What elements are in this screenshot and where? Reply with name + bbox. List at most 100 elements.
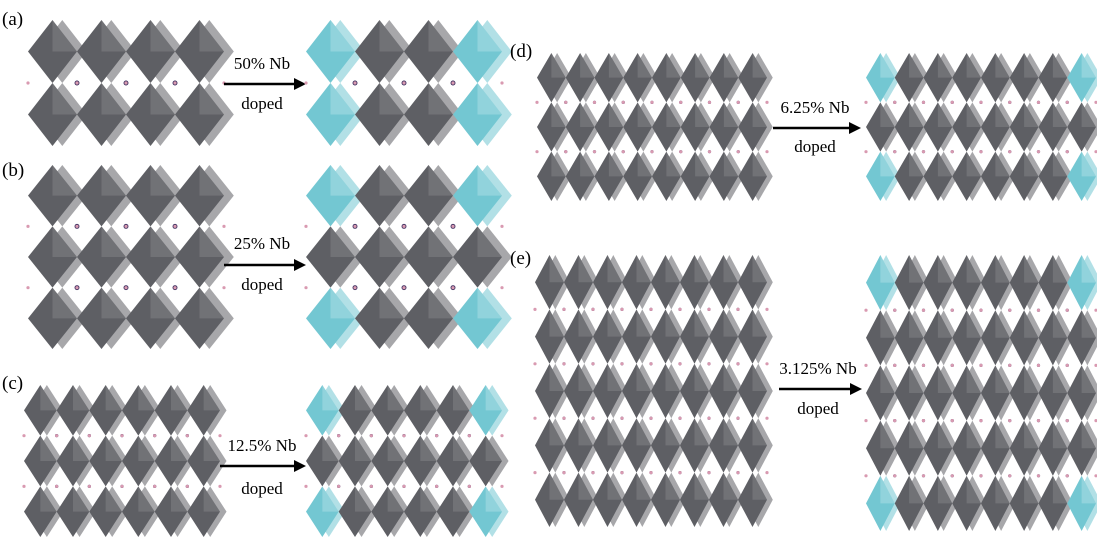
octahedron	[593, 418, 622, 473]
panel-c: (c) 12.5% Nb doped	[2, 373, 509, 537]
oxygen-site	[765, 362, 769, 366]
oxygen-site	[1065, 100, 1069, 104]
octahedron	[622, 255, 651, 310]
octahedron	[187, 435, 220, 487]
oxygen-site	[535, 100, 539, 104]
octahedron-facet	[1052, 310, 1068, 338]
octahedron	[709, 102, 739, 152]
octahedron	[923, 475, 953, 531]
doped-octahedron	[453, 20, 502, 83]
octahedron-facet	[355, 385, 372, 411]
octahedron-facet	[322, 486, 339, 512]
octahedron-facet	[322, 385, 339, 411]
octahedron	[564, 472, 593, 527]
panel-e-reaction-arrow	[779, 383, 862, 395]
octahedron-facet	[330, 287, 355, 319]
octahedron-facet	[1052, 255, 1068, 283]
octahedron-facet	[1081, 475, 1096, 504]
octahedron-facet	[937, 475, 953, 504]
oxygen-site	[75, 224, 79, 228]
octahedron-facet	[666, 53, 681, 78]
octahedron-facet	[387, 385, 404, 411]
octahedron	[651, 472, 680, 527]
panel-e: (e) 3.125% Nb doped	[510, 248, 1097, 531]
octahedron-facet	[379, 287, 404, 319]
oxygen-site	[304, 484, 308, 488]
oxygen-site	[736, 362, 740, 366]
octahedron	[738, 255, 767, 310]
octahedron	[709, 255, 738, 310]
octahedron	[1009, 255, 1039, 311]
oxygen-site	[353, 224, 357, 228]
octahedron-facet	[150, 287, 175, 319]
octahedron-facet	[551, 151, 566, 177]
oxygen-site	[1036, 474, 1041, 478]
panel-c-label: (c)	[2, 373, 23, 394]
panel-a-reaction-arrow	[224, 78, 306, 90]
octahedron-facet	[420, 435, 437, 461]
octahedron-facet	[549, 418, 564, 446]
octahedron	[1009, 310, 1039, 366]
octahedron	[89, 385, 122, 436]
oxygen-site	[620, 416, 624, 420]
octahedron-facet	[551, 102, 566, 127]
panel-d-label: (d)	[510, 41, 532, 62]
octahedron	[923, 365, 953, 421]
octahedron-facet	[1024, 255, 1039, 283]
oxygen-site	[467, 484, 471, 488]
octahedron	[1038, 475, 1068, 531]
octahedron-facet	[966, 310, 981, 338]
oxygen-site	[864, 100, 868, 104]
doped-octahedron	[306, 83, 355, 146]
oxygen-site	[979, 308, 983, 312]
octahedron	[1009, 420, 1039, 476]
oxygen-site	[75, 81, 79, 85]
oxygen-site	[500, 484, 504, 488]
panel-e-doped-structure	[864, 255, 1097, 531]
octahedron-facet	[723, 418, 738, 446]
octahedron-facet	[995, 102, 1010, 127]
octahedron-facet	[477, 20, 502, 52]
octahedron	[154, 385, 188, 436]
oxygen-site	[649, 307, 653, 311]
octahedron-facet	[379, 165, 404, 196]
octahedron-facet	[199, 20, 224, 52]
oxygen-site	[921, 474, 926, 478]
octahedron-facet	[694, 472, 709, 500]
octahedron	[622, 472, 651, 527]
octahedron-facet	[1081, 151, 1096, 177]
octahedron	[537, 53, 566, 103]
octahedron	[651, 418, 680, 473]
octahedron-facet	[203, 385, 220, 411]
octahedron	[564, 255, 593, 310]
octahedron	[1067, 310, 1096, 366]
octahedron	[535, 255, 564, 310]
octahedron	[28, 165, 77, 227]
octahedron	[923, 102, 953, 152]
oxygen-site	[893, 308, 897, 312]
oxygen-site	[120, 484, 124, 488]
octahedron-facet	[723, 151, 739, 177]
octahedron-facet	[549, 472, 564, 500]
oxygen-site	[1008, 474, 1012, 478]
octahedron	[894, 310, 924, 366]
panel-b: (b) 25% Nb doped	[2, 160, 512, 349]
octahedron-facet	[549, 363, 564, 391]
octahedron	[175, 83, 224, 146]
octahedron	[564, 418, 593, 473]
oxygen-site	[591, 307, 595, 311]
oxygen-site	[893, 474, 897, 478]
arrow-head	[849, 122, 861, 134]
octahedron	[537, 102, 566, 152]
octahedron	[680, 53, 710, 103]
octahedron-facet	[723, 309, 738, 337]
oxygen-site	[562, 362, 566, 366]
octahedron-facet	[171, 486, 188, 512]
octahedron	[738, 102, 767, 152]
octahedron	[56, 385, 90, 436]
octahedron	[154, 486, 188, 537]
arrow-head	[850, 383, 862, 395]
octahedron-facet	[1052, 53, 1068, 78]
octahedron	[923, 255, 953, 311]
octahedron	[680, 309, 709, 364]
